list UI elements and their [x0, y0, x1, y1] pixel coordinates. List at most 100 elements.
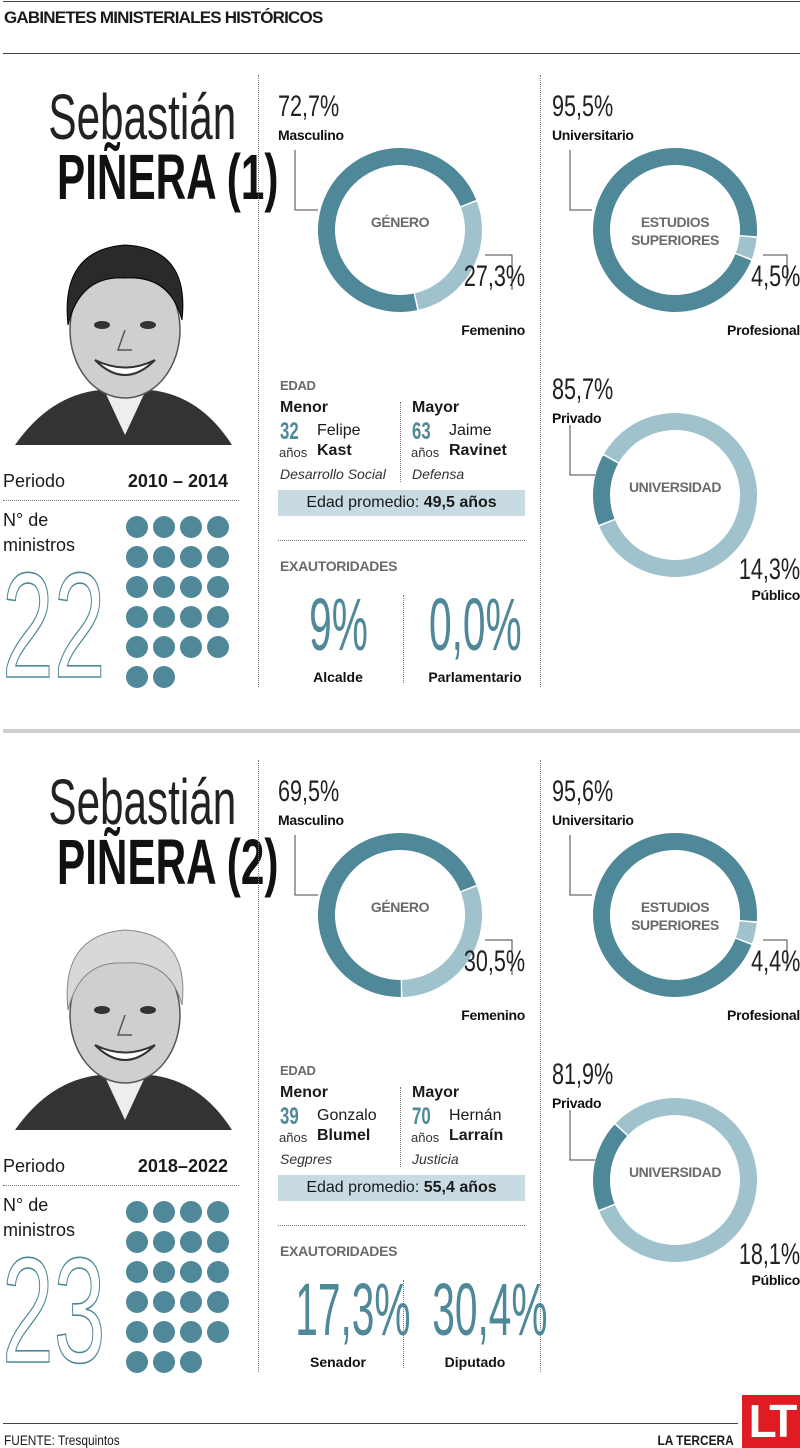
edad-bottom-divider [278, 540, 525, 541]
minister-dot [153, 1291, 175, 1313]
exautoridades-heading: EXAUTORIDADES [280, 1243, 398, 1259]
minister-dot [126, 1291, 148, 1313]
column-divider [258, 75, 259, 687]
avg-age-value: 55,4 años [423, 1179, 497, 1196]
donut-chart [294, 147, 513, 312]
minister-dot [153, 546, 175, 568]
major-slice-value: 85,7% [552, 373, 614, 406]
la-tercera-logo[interactable]: LT [742, 1395, 800, 1448]
edad-heading: EDAD [280, 1063, 316, 1078]
minister-dot [180, 606, 202, 628]
major-slice-label: Privado [552, 1095, 602, 1111]
exautoridad-value: 9% [308, 583, 368, 666]
minister-dot [153, 576, 175, 598]
donut-slice-femenino [402, 886, 482, 997]
minister-dot [207, 576, 229, 598]
exautoridad-value: 30,4% [432, 1268, 548, 1351]
left-eye [94, 321, 110, 329]
mayor-last-name: Larraín [449, 1127, 504, 1144]
exautoridad-value: 17,3% [295, 1268, 411, 1351]
period-value: 2010 – 2014 [127, 471, 228, 491]
minister-dot [153, 666, 175, 688]
minor-slice-label: Público [751, 587, 800, 603]
minister-dot [180, 1291, 202, 1313]
footer-rule [3, 1423, 738, 1424]
menor-age: 39 [280, 1103, 299, 1130]
menor-label: Menor [280, 399, 328, 416]
exautoridad-label: Diputado [444, 1354, 506, 1370]
minister-dot [153, 1231, 175, 1253]
mayor-age: 63 [412, 418, 431, 445]
minister-dot [126, 606, 148, 628]
minor-slice-value: 4,4% [750, 945, 800, 978]
minister-dot [126, 1321, 148, 1343]
period-label: Periodo [3, 471, 66, 491]
column-divider [540, 760, 541, 1372]
major-slice-value: 95,6% [552, 775, 614, 808]
menor-years: años [279, 445, 308, 460]
exautoridades-divider [403, 1280, 404, 1368]
mayor-first-name: Hernán [449, 1107, 502, 1124]
smile [94, 359, 156, 376]
minister-dot [207, 1291, 229, 1313]
minister-dot [207, 636, 229, 658]
mayor-years: años [411, 445, 440, 460]
edad-bottom-divider [278, 1225, 525, 1226]
leader-line [569, 835, 592, 896]
minister-dot [180, 636, 202, 658]
donut-slice-público [593, 1124, 628, 1210]
period-divider [3, 500, 239, 501]
period-value: 2018–2022 [137, 1156, 228, 1176]
mayor-years: años [411, 1130, 440, 1145]
avg-age-label: Edad promedio: [306, 494, 420, 511]
president-first-name: Sebastián [48, 81, 237, 153]
menor-years: años [279, 1130, 308, 1145]
minister-dot [126, 576, 148, 598]
minister-dot [153, 1351, 175, 1373]
ministers-label-2: ministros [3, 535, 76, 555]
avg-age-value: 49,5 años [423, 494, 497, 511]
minister-dot [207, 1321, 229, 1343]
minister-dot [180, 1261, 202, 1283]
president-last-name: PIÑERA (2) [57, 826, 279, 898]
leader-line [294, 150, 318, 211]
mayor-last-name: Ravinet [449, 442, 507, 459]
minor-slice-label: Femenino [461, 1007, 525, 1023]
donut-chart [569, 412, 757, 577]
column-divider [258, 760, 259, 1372]
menor-ministry: Desarrollo Social [280, 466, 386, 482]
edad-divider [400, 1087, 401, 1167]
exautoridades-heading: EXAUTORIDADES [280, 558, 398, 574]
footer-brand: LA TERCERA [644, 1432, 734, 1448]
header-title: GABINETES MINISTERIALES HISTÓRICOS [4, 8, 323, 27]
hair [66, 244, 184, 326]
avg-age-label: Edad promedio: [306, 1179, 420, 1196]
minister-dot [153, 636, 175, 658]
minor-slice-label: Profesional [727, 322, 800, 338]
right-eye [140, 321, 156, 329]
leader-line [569, 1110, 595, 1161]
minister-dot [180, 1351, 202, 1373]
menor-ministry: Segpres [280, 1151, 333, 1167]
mayor-age: 70 [412, 1103, 431, 1130]
mayor-ministry: Justicia [412, 1151, 459, 1167]
minister-dot [126, 1351, 148, 1373]
top-rule [3, 1, 800, 2]
president-first-name: Sebastián [48, 766, 237, 838]
menor-last-name: Kast [317, 442, 352, 459]
cabinet-section: Sebastián PIÑERA (1) Periodo 2010 – 2014 N°… [0, 0, 800, 701]
exautoridad-label: Senador [309, 1354, 366, 1370]
edad-divider [400, 402, 401, 482]
donut-center-label: ESTUDIOS SUPERIORES [631, 214, 719, 248]
right-eye [140, 1006, 156, 1014]
major-slice-value: 69,5% [278, 775, 340, 808]
mayor-first-name: Jaime [449, 422, 492, 439]
minister-dot [180, 576, 202, 598]
minister-dot [180, 1201, 202, 1223]
period-label: Periodo [3, 1156, 66, 1176]
minister-dot [207, 606, 229, 628]
avg-age-box: Edad promedio: 55,4 años [278, 1175, 525, 1201]
major-slice-value: 95,5% [552, 90, 614, 123]
exautoridades-divider [403, 595, 404, 683]
major-slice-label: Universitario [552, 812, 634, 828]
